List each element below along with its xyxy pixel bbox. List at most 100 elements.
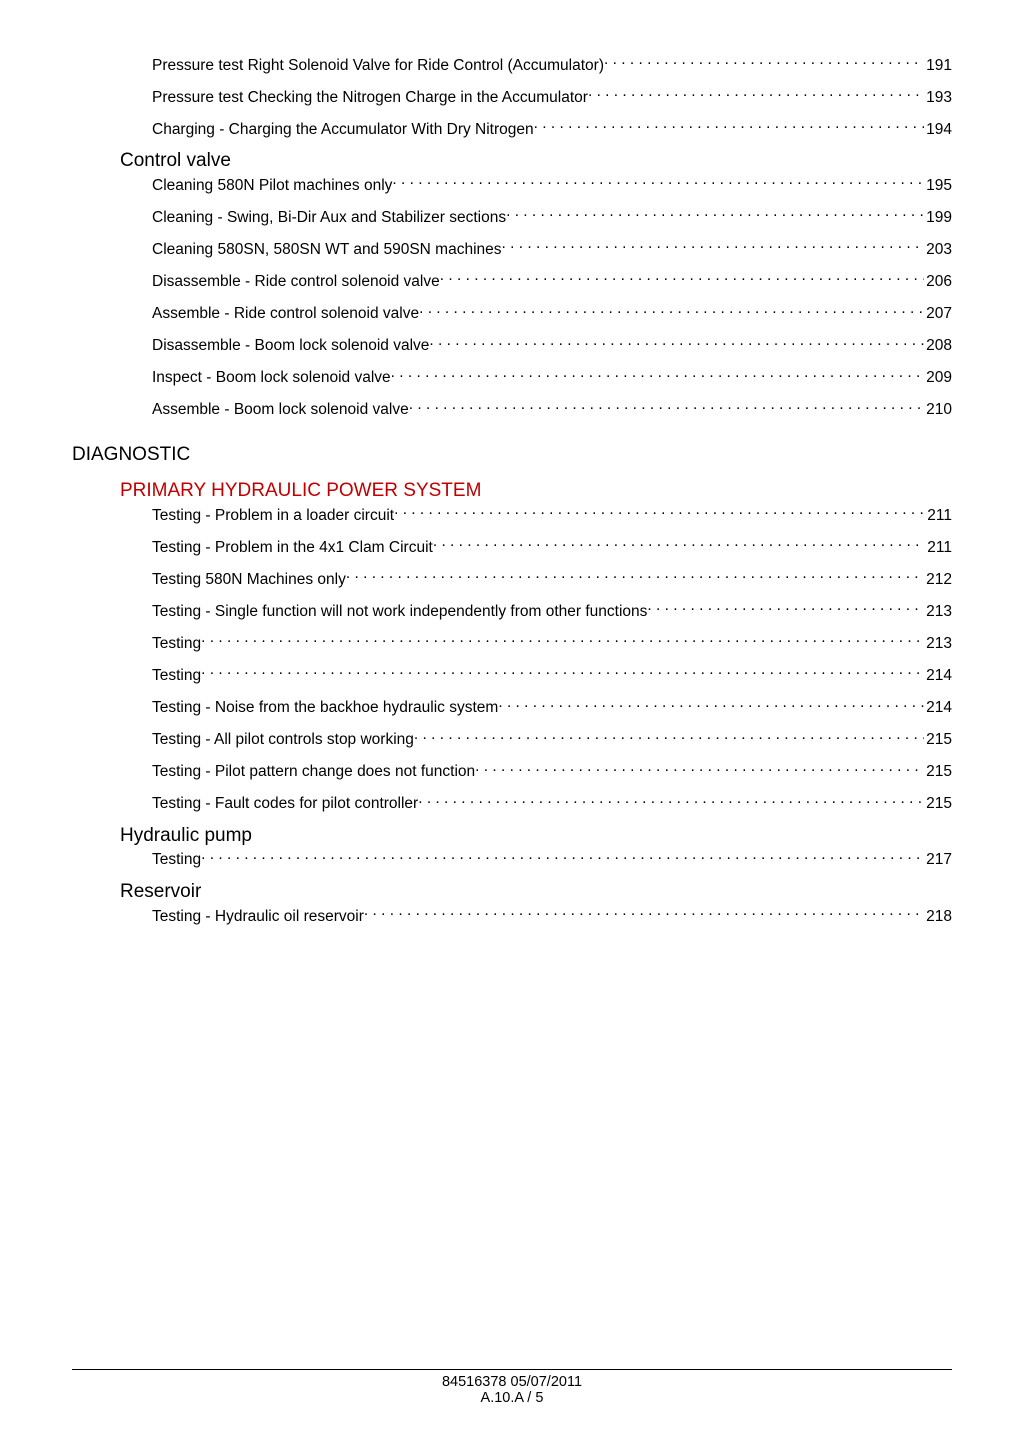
- toc-entry: Cleaning - Swing, Bi-Dir Aux and Stabili…: [72, 206, 952, 227]
- toc-entry: Pressure test Checking the Nitrogen Char…: [72, 86, 952, 107]
- toc-label: Assemble - Ride control solenoid valve: [152, 305, 419, 324]
- toc-entry: Assemble - Boom lock solenoid valve 210: [72, 399, 952, 420]
- toc-entry: Cleaning 580SN, 580SN WT and 590SN machi…: [72, 238, 952, 259]
- toc-page: 194: [924, 121, 952, 140]
- toc-page: 203: [924, 241, 952, 260]
- toc-page: 215: [924, 795, 952, 814]
- section-heading-diagnostic: DIAGNOSTIC: [72, 444, 952, 466]
- toc-dots: [418, 793, 924, 809]
- toc-page: 207: [924, 305, 952, 324]
- toc-dots: [440, 271, 924, 287]
- toc-label: Testing - Pilot pattern change does not …: [152, 763, 475, 782]
- toc-label: Disassemble - Boom lock solenoid valve: [152, 337, 429, 356]
- toc-page: 206: [924, 273, 952, 292]
- toc-entry: Testing 217: [72, 849, 952, 870]
- footer-rule: [72, 1369, 952, 1370]
- toc-dots: [419, 303, 924, 319]
- toc-label: Testing: [152, 851, 201, 870]
- toc-label: Testing - All pilot controls stop workin…: [152, 731, 414, 750]
- toc-entry: Testing 580N Machines only 212: [72, 568, 952, 589]
- toc-page: 211: [925, 507, 952, 526]
- toc-entry: Disassemble - Ride control solenoid valv…: [72, 271, 952, 292]
- footer-pagenum: A.10.A / 5: [72, 1390, 952, 1406]
- toc-dots: [414, 729, 924, 745]
- toc-label: Testing: [152, 635, 201, 654]
- subheading-reservoir: Reservoir: [72, 881, 952, 903]
- toc-entry: Testing - Fault codes for pilot controll…: [72, 793, 952, 814]
- toc-entry: Testing - Single function will not work …: [72, 600, 952, 621]
- toc-dots: [475, 761, 924, 777]
- toc-page: 214: [924, 699, 952, 718]
- toc-dots: [394, 504, 925, 520]
- toc-dots: [429, 335, 924, 351]
- subheading-control-valve: Control valve: [72, 150, 952, 172]
- subheading-hydraulic-pump: Hydraulic pump: [72, 825, 952, 847]
- page-container: Pressure test Right Solenoid Valve for R…: [0, 0, 1024, 1448]
- toc-label: Cleaning - Swing, Bi-Dir Aux and Stabili…: [152, 209, 506, 228]
- toc-dots: [201, 849, 924, 865]
- toc-entry: Assemble - Ride control solenoid valve 2…: [72, 303, 952, 324]
- toc-page: 215: [924, 763, 952, 782]
- toc-page: 195: [924, 177, 952, 196]
- toc-dots: [392, 174, 924, 190]
- toc-page: 217: [924, 851, 952, 870]
- toc-label: Cleaning 580SN, 580SN WT and 590SN machi…: [152, 241, 502, 260]
- toc-label: Charging - Charging the Accumulator With…: [152, 121, 534, 140]
- toc-label: Disassemble - Ride control solenoid valv…: [152, 273, 440, 292]
- toc-label: Testing: [152, 667, 201, 686]
- toc-dots: [604, 54, 924, 70]
- toc-entry: Testing - Noise from the backhoe hydraul…: [72, 697, 952, 718]
- toc-label: Testing - Noise from the backhoe hydraul…: [152, 699, 498, 718]
- toc-page: 213: [924, 635, 952, 654]
- toc-label: Testing 580N Machines only: [152, 571, 346, 590]
- toc-dots: [201, 632, 924, 648]
- toc-label: Testing - Hydraulic oil reservoir: [152, 908, 364, 927]
- toc-entry: Testing 214: [72, 665, 952, 686]
- toc-entry: Testing - Pilot pattern change does not …: [72, 761, 952, 782]
- toc-entry: Pressure test Right Solenoid Valve for R…: [72, 54, 952, 75]
- toc-label: Testing - Fault codes for pilot controll…: [152, 795, 418, 814]
- toc-label: Cleaning 580N Pilot machines only: [152, 177, 392, 196]
- toc-dots: [502, 238, 925, 254]
- toc-entry: Testing 213: [72, 632, 952, 653]
- toc-page: 214: [924, 667, 952, 686]
- toc-page: 199: [924, 209, 952, 228]
- toc-entry: Cleaning 580N Pilot machines only 195: [72, 174, 952, 195]
- toc-entry: Disassemble - Boom lock solenoid valve 2…: [72, 335, 952, 356]
- toc-page: 191: [924, 57, 952, 76]
- toc-dots: [391, 367, 924, 383]
- toc-label: Testing - Single function will not work …: [152, 603, 647, 622]
- toc-entry: Testing - Problem in the 4x1 Clam Circui…: [72, 536, 952, 557]
- toc-page: 211: [925, 539, 952, 558]
- toc-label: Testing - Problem in a loader circuit: [152, 507, 394, 526]
- toc-dots: [409, 399, 924, 415]
- toc-page: 213: [924, 603, 952, 622]
- toc-dots: [588, 86, 924, 102]
- toc-label: Pressure test Checking the Nitrogen Char…: [152, 89, 588, 108]
- toc-page: 210: [924, 401, 952, 420]
- page-footer: 84516378 05/07/2011 A.10.A / 5: [72, 1369, 952, 1406]
- toc-page: 193: [924, 89, 952, 108]
- toc-label: Testing - Problem in the 4x1 Clam Circui…: [152, 539, 433, 558]
- toc-entry: Charging - Charging the Accumulator With…: [72, 118, 952, 139]
- subheading-primary-hydraulic: PRIMARY HYDRAULIC POWER SYSTEM: [72, 480, 952, 502]
- toc-page: 212: [924, 571, 952, 590]
- toc-page: 208: [924, 337, 952, 356]
- toc-dots: [433, 536, 925, 552]
- toc-page: 215: [924, 731, 952, 750]
- toc-dots: [647, 600, 924, 616]
- toc-dots: [201, 665, 924, 681]
- toc-label: Assemble - Boom lock solenoid valve: [152, 401, 409, 420]
- toc-entry: Inspect - Boom lock solenoid valve 209: [72, 367, 952, 388]
- toc-page: 218: [924, 908, 952, 927]
- toc-entry: Testing - Hydraulic oil reservoir 218: [72, 905, 952, 926]
- toc-entry: Testing - All pilot controls stop workin…: [72, 729, 952, 750]
- toc-dots: [346, 568, 924, 584]
- toc-dots: [534, 118, 924, 134]
- toc-dots: [498, 697, 924, 713]
- toc-page: 209: [924, 369, 952, 388]
- toc-dots: [364, 905, 924, 921]
- toc-label: Pressure test Right Solenoid Valve for R…: [152, 57, 604, 76]
- footer-docid: 84516378 05/07/2011: [72, 1374, 952, 1390]
- toc-label: Inspect - Boom lock solenoid valve: [152, 369, 391, 388]
